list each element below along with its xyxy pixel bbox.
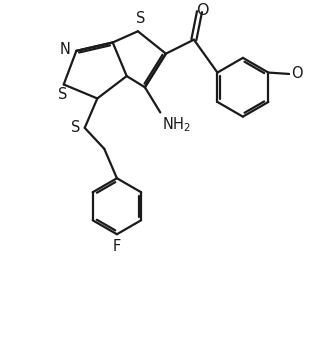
Text: S: S xyxy=(136,11,145,26)
Text: S: S xyxy=(58,87,67,102)
Text: NH$_2$: NH$_2$ xyxy=(162,115,191,134)
Text: F: F xyxy=(113,239,121,254)
Text: N: N xyxy=(60,42,71,57)
Text: O: O xyxy=(291,66,303,81)
Text: O: O xyxy=(197,3,209,18)
Text: S: S xyxy=(71,120,81,135)
